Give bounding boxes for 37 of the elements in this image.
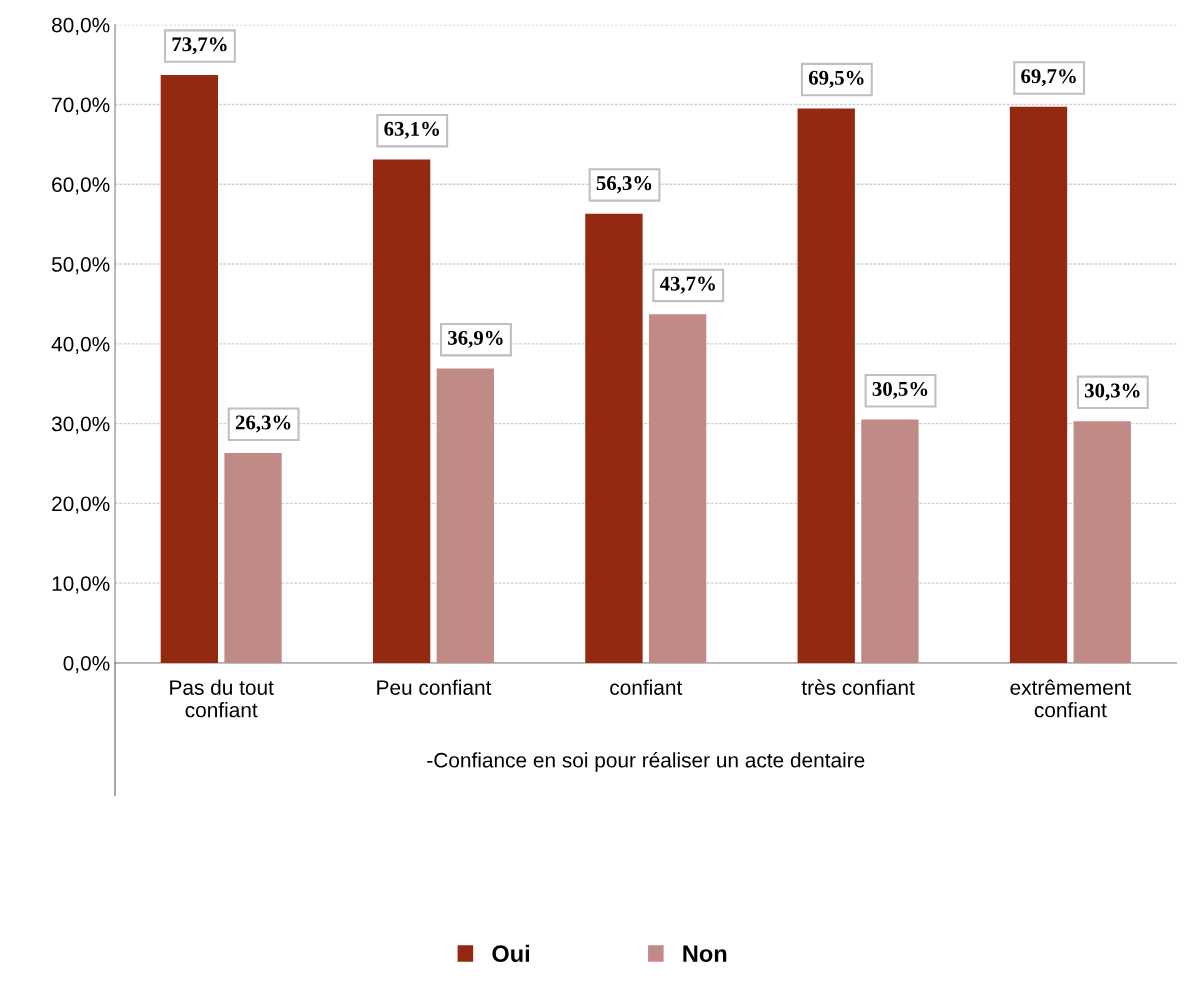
y-tick-label: 40,0%: [51, 336, 110, 355]
bar: [160, 74, 218, 663]
y-tick-label: 70,0%: [52, 97, 110, 115]
legend-label: Non: [683, 945, 727, 963]
data-label: 36,9%: [448, 330, 503, 348]
data-label: 56,3%: [596, 176, 652, 194]
bar: [224, 453, 282, 663]
data-label: 43,7%: [659, 276, 715, 294]
data-label: 30,5%: [872, 381, 928, 399]
data-label: 69,7%: [1021, 69, 1076, 87]
legend-label: Oui: [492, 944, 530, 963]
y-tick-label: 0,0%: [63, 655, 110, 674]
data-label: 63,1%: [384, 121, 439, 139]
x-tick-label: Pas du tout confiant: [170, 679, 274, 718]
data-label: 69,5%: [808, 70, 864, 88]
y-tick-label: 60,0%: [52, 177, 110, 195]
bar: [585, 213, 643, 663]
y-tick-label: 80,0%: [52, 17, 110, 35]
bar: [648, 314, 707, 663]
x-axis-title: -Confiance en soi pour réaliser un acte dentaire: [427, 752, 865, 772]
x-tick-label: confiant: [610, 679, 683, 695]
bar: [372, 159, 431, 663]
x-tick-label: extrêmement confiant: [1010, 679, 1131, 718]
x-tick-label: très confiant: [801, 679, 915, 695]
data-label: 73,7%: [172, 37, 227, 55]
bar: [1009, 106, 1068, 663]
y-tick-label: 20,0%: [52, 496, 110, 514]
x-tick-label: Peu confiant: [377, 679, 492, 695]
bar: [1073, 421, 1131, 663]
y-tick-label: 10,0%: [52, 576, 110, 594]
data-label: 30,3%: [1084, 383, 1140, 401]
data-label: 26,3%: [235, 415, 291, 433]
bar: [436, 368, 494, 663]
bar: [797, 108, 855, 663]
y-tick-label: 30,0%: [51, 416, 110, 434]
y-tick-label: 50,0%: [51, 257, 110, 275]
bar: [861, 419, 919, 663]
